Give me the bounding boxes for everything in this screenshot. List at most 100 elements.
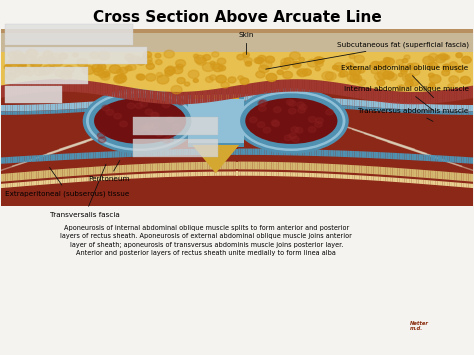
Polygon shape [122,175,124,179]
Polygon shape [10,111,13,115]
Polygon shape [207,172,210,176]
Polygon shape [183,95,186,102]
Circle shape [243,52,249,57]
Polygon shape [63,110,65,113]
Polygon shape [430,110,433,114]
Polygon shape [374,152,376,158]
Polygon shape [279,102,281,105]
Polygon shape [193,95,195,102]
Polygon shape [3,105,5,111]
Circle shape [210,61,215,65]
Polygon shape [167,173,169,177]
Circle shape [292,136,299,142]
Polygon shape [150,90,153,103]
Polygon shape [148,98,150,104]
Polygon shape [269,101,272,105]
Polygon shape [160,163,162,171]
Polygon shape [298,96,300,103]
Polygon shape [388,167,390,175]
Polygon shape [388,102,390,108]
Polygon shape [183,149,186,155]
Polygon shape [181,102,183,106]
FancyBboxPatch shape [5,67,88,84]
Polygon shape [200,101,202,105]
Polygon shape [305,97,307,103]
Circle shape [259,65,269,73]
Polygon shape [435,111,438,114]
Polygon shape [207,90,210,103]
Polygon shape [122,86,124,99]
Circle shape [334,62,344,70]
Polygon shape [191,172,193,176]
Polygon shape [141,150,143,157]
Polygon shape [359,175,362,180]
Polygon shape [326,104,328,108]
Polygon shape [333,164,336,172]
Polygon shape [193,172,195,176]
Circle shape [64,66,74,73]
Polygon shape [324,164,326,171]
Polygon shape [248,94,250,101]
Polygon shape [231,171,233,176]
Polygon shape [466,173,469,181]
Polygon shape [340,174,343,179]
Polygon shape [376,89,378,102]
Polygon shape [321,150,324,156]
Polygon shape [117,165,119,173]
Polygon shape [18,111,20,115]
Polygon shape [423,154,426,161]
Circle shape [137,58,146,65]
Polygon shape [246,101,248,104]
Polygon shape [138,89,141,102]
Polygon shape [281,172,283,176]
Polygon shape [65,169,67,177]
Polygon shape [371,152,374,158]
Polygon shape [343,105,345,109]
Polygon shape [312,149,314,156]
Polygon shape [98,176,100,181]
Polygon shape [15,111,18,115]
Circle shape [146,122,154,128]
Polygon shape [366,166,369,174]
Polygon shape [84,167,86,175]
Polygon shape [221,171,224,176]
Polygon shape [186,95,188,102]
Polygon shape [314,173,317,178]
Text: Skin: Skin [239,32,254,55]
Polygon shape [291,149,293,155]
Ellipse shape [94,98,186,144]
Polygon shape [22,105,25,111]
Polygon shape [20,82,22,95]
Polygon shape [253,94,255,101]
Polygon shape [274,102,276,105]
Circle shape [137,74,145,80]
Polygon shape [331,104,333,108]
Polygon shape [421,110,423,114]
Polygon shape [53,180,55,184]
Polygon shape [250,83,253,96]
Polygon shape [110,100,112,107]
Circle shape [407,81,413,86]
Polygon shape [471,86,474,98]
Polygon shape [86,81,89,93]
Polygon shape [13,183,15,187]
Circle shape [315,122,322,127]
Circle shape [383,58,391,63]
Polygon shape [255,94,257,101]
Circle shape [449,76,458,83]
Circle shape [60,71,72,80]
Polygon shape [383,108,385,112]
Polygon shape [124,105,127,109]
Circle shape [284,58,294,65]
Polygon shape [414,92,416,104]
Polygon shape [426,180,428,185]
Circle shape [26,49,37,58]
Polygon shape [276,102,279,105]
Polygon shape [25,156,27,162]
Polygon shape [74,153,77,159]
Polygon shape [18,82,20,95]
Polygon shape [409,169,411,177]
Circle shape [165,71,173,76]
Polygon shape [255,82,257,95]
Polygon shape [449,105,452,111]
